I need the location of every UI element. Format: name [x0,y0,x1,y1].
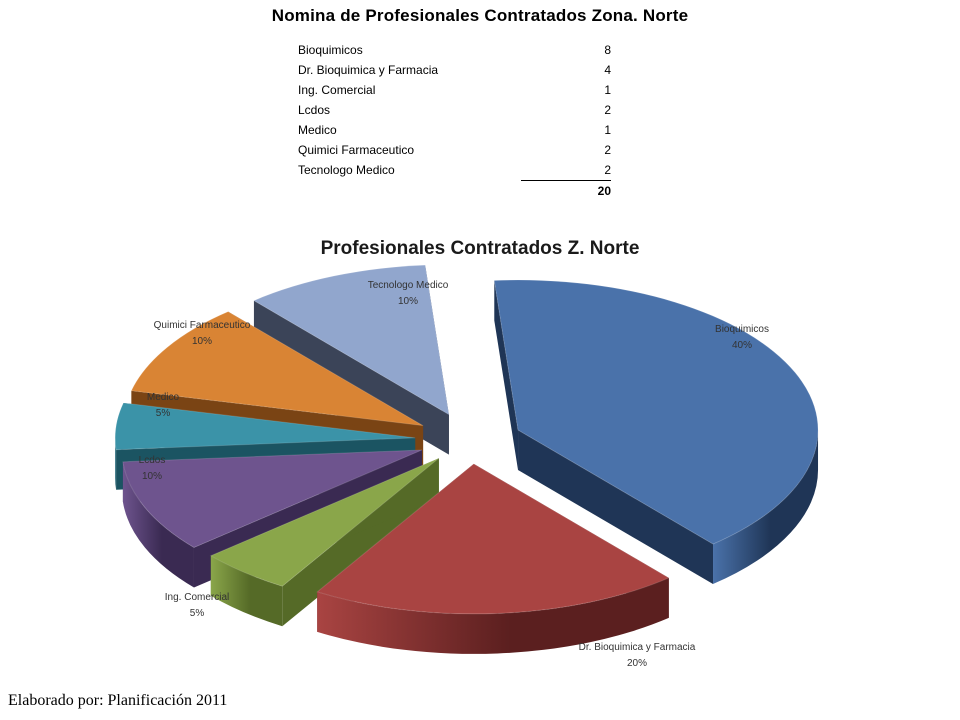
slice-top [130,311,424,427]
row-value: 2 [604,143,611,157]
footer-credit: Elaborado por: Planificación 2011 [8,692,228,709]
table-row: Dr. Bioquimica y Farmacia 4 [298,60,611,80]
pie-slice [209,457,440,627]
pie-slice [316,463,670,654]
page-title: Nomina de Profesionales Contratados Zona… [271,6,689,25]
row-label: Dr. Bioquimica y Farmacia [298,63,439,77]
slice-label-name: Tecnologo Medico [368,280,449,291]
table-row: Tecnologo Medico 2 [298,160,611,181]
row-label: Medico [298,123,337,137]
slice-side [210,555,283,627]
pie-slice [493,279,819,585]
summary-table: Bioquimicos 8 Dr. Bioquimica y Farmacia 4 … [298,40,611,201]
table-row: Lcdos 2 [298,100,611,120]
slice-top [122,449,423,549]
table-row: Bioquimicos 8 [298,40,611,60]
total-value: 20 [597,184,611,198]
slice-side [713,430,819,585]
row-value: 8 [604,43,611,57]
slice-label-percent: 40% [732,340,752,351]
slice-label-percent: 20% [627,658,647,669]
slice-label-percent: 10% [142,471,162,482]
slice-top [209,457,440,587]
slice-label-percent: 5% [190,608,205,619]
table-total-row: 20 [298,181,611,202]
slice-top [316,463,670,615]
slice-label-name: Dr. Bioquimica y Farmacia [579,642,696,653]
slice-label-name: Lcdos [139,455,166,466]
slice-side [122,461,194,588]
row-value: 1 [604,123,611,137]
row-label: Lcdos [298,103,331,117]
slice-top [252,264,450,416]
slice-side [317,577,669,654]
slice-label-name: Medico [147,392,180,403]
slice-top [493,279,819,545]
row-value: 2 [604,103,611,117]
slice-label-percent: 10% [192,336,212,347]
chart-title: Profesionales Contratados Z. Norte [320,238,640,259]
row-value: 2 [521,160,611,181]
table-row: Ing. Comercial 1 [298,80,611,100]
slice-side [115,437,117,490]
row-value: 4 [604,63,611,77]
row-label: Tecnologo Medico [298,163,395,178]
slice-label-name: Quimici Farmaceutico [154,320,251,331]
slice-wall [518,430,714,585]
slice-label-name: Bioquimicos [715,324,769,335]
row-label: Ing. Comercial [298,83,376,97]
row-value: 1 [604,83,611,97]
slice-label-percent: 10% [398,296,418,307]
slice-label-percent: 5% [156,408,171,419]
row-label: Bioquimicos [298,43,363,57]
slice-wall [494,280,519,471]
table-row: Quimici Farmaceutico 2 [298,140,611,160]
row-label: Quimici Farmaceutico [298,143,415,157]
slice-label-name: Ing. Comercial [165,592,229,603]
slice-top [114,402,416,451]
table-row: Medico 1 [298,120,611,140]
